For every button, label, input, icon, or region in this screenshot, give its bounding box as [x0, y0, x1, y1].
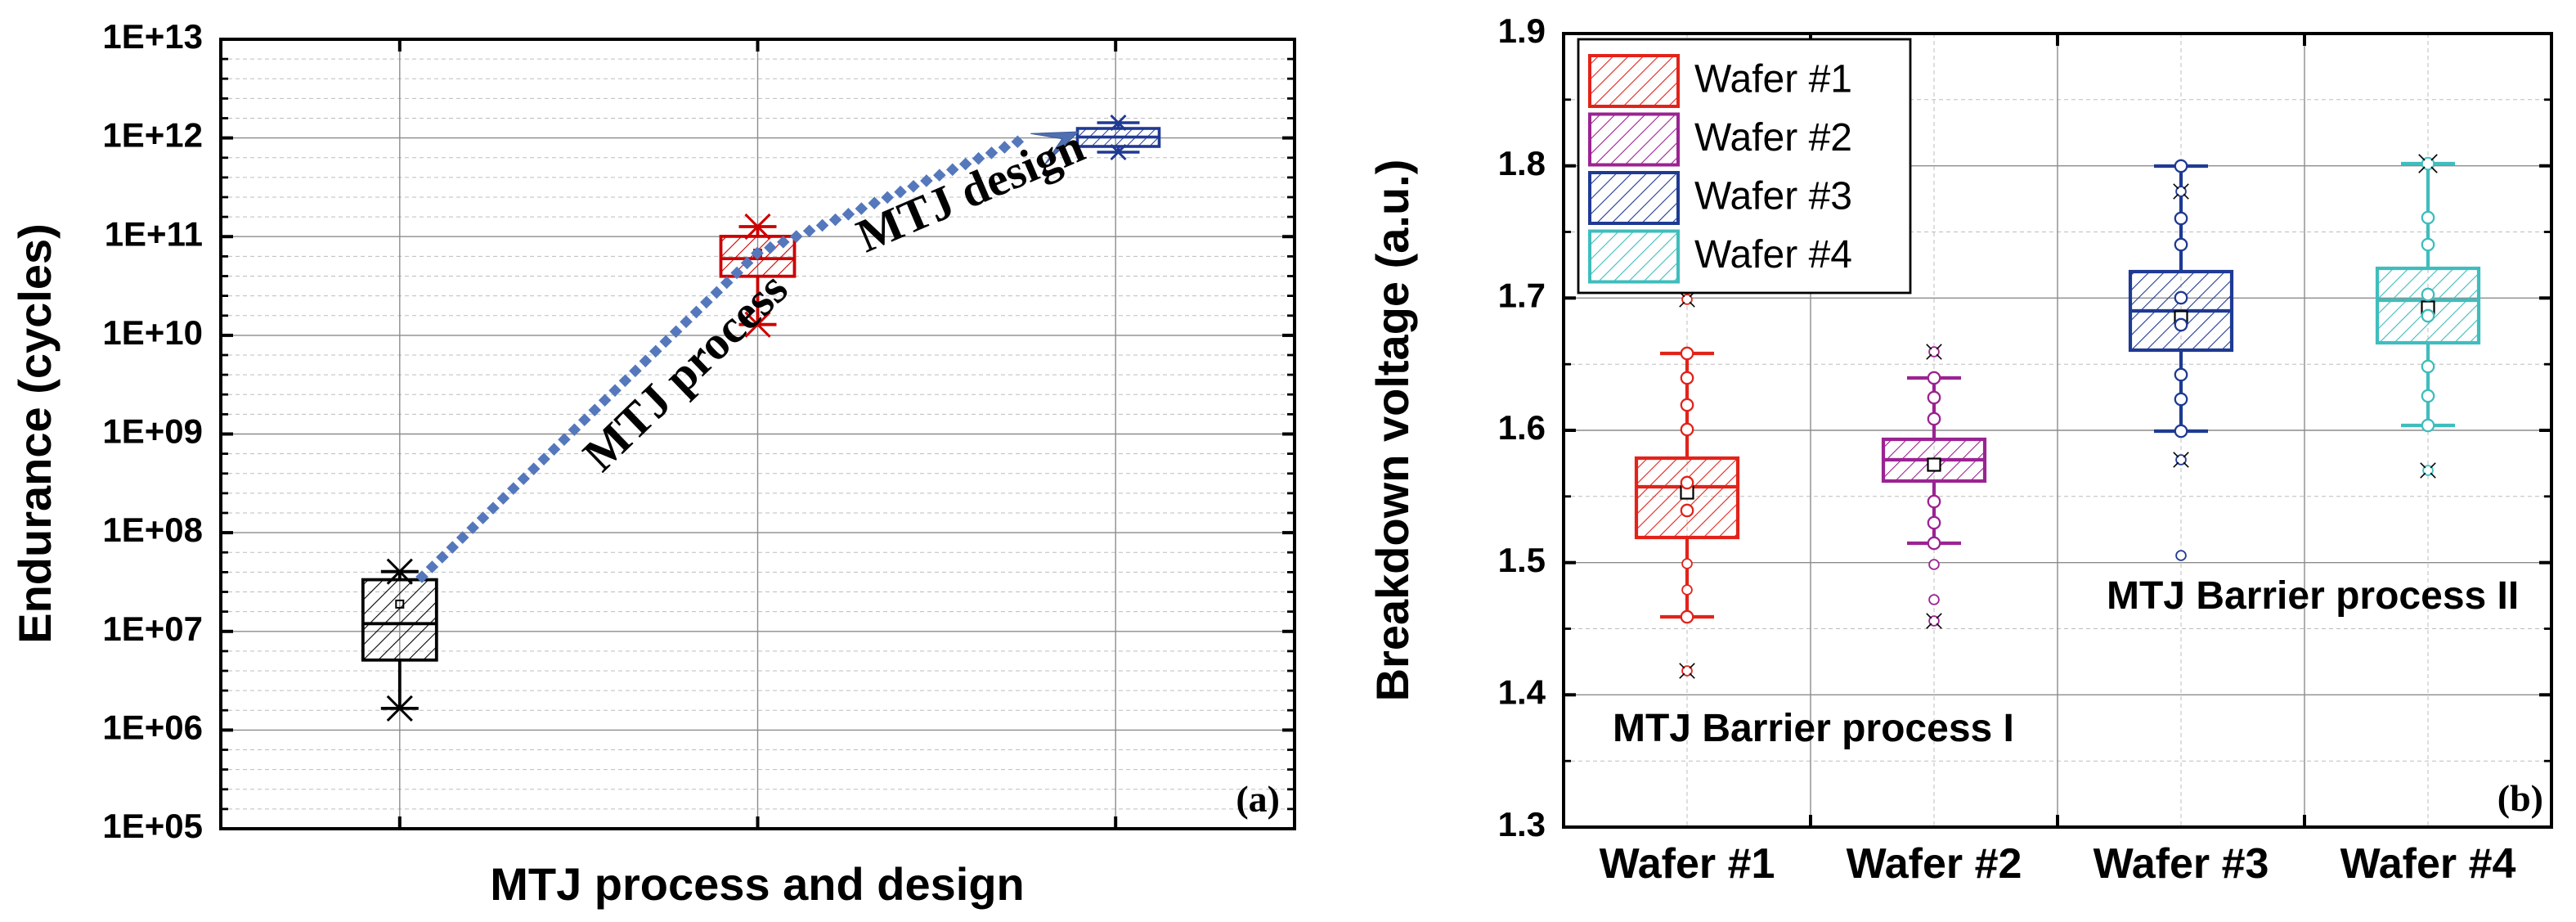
svg-text:1E+09: 1E+09	[102, 412, 203, 451]
svg-text:1.9: 1.9	[1498, 11, 1546, 50]
svg-text:MTJ Barrier process II: MTJ Barrier process II	[2107, 574, 2519, 618]
svg-text:1E+10: 1E+10	[102, 313, 203, 352]
svg-text:MTJ Barrier process I: MTJ Barrier process I	[1613, 707, 2014, 750]
svg-text:1E+05: 1E+05	[102, 807, 203, 845]
svg-text:1E+07: 1E+07	[102, 609, 203, 648]
svg-text:1.3: 1.3	[1498, 805, 1546, 843]
svg-text:1.7: 1.7	[1498, 276, 1546, 314]
svg-text:MTJ process and design: MTJ process and design	[490, 858, 1025, 910]
svg-text:1E+11: 1E+11	[105, 214, 203, 253]
svg-text:Wafer #3: Wafer #3	[1694, 175, 1852, 218]
svg-text:Wafer #4: Wafer #4	[2340, 840, 2516, 888]
svg-text:1.8: 1.8	[1498, 144, 1546, 182]
svg-text:Wafer #4: Wafer #4	[1694, 233, 1852, 277]
svg-text:Wafer #2: Wafer #2	[1847, 840, 2022, 888]
svg-text:(a): (a)	[1236, 778, 1280, 820]
svg-text:1.6: 1.6	[1498, 408, 1546, 447]
svg-text:Wafer #3: Wafer #3	[2094, 840, 2269, 888]
svg-text:Endurance (cycles): Endurance (cycles)	[9, 223, 61, 644]
svg-text:1E+06: 1E+06	[102, 708, 203, 746]
svg-text:1.4: 1.4	[1498, 672, 1546, 711]
svg-text:Wafer #1: Wafer #1	[1694, 58, 1852, 101]
svg-text:Breakdown voltage (a.u.): Breakdown voltage (a.u.)	[1367, 160, 1418, 702]
svg-text:1E+12: 1E+12	[102, 116, 203, 155]
svg-text:MTJ design: MTJ design	[849, 119, 1092, 263]
svg-text:MTJ process: MTJ process	[572, 262, 797, 482]
svg-text:Wafer #1: Wafer #1	[1600, 840, 1775, 888]
svg-text:1E+08: 1E+08	[102, 510, 203, 549]
svg-text:(b): (b)	[2497, 777, 2543, 819]
svg-text:Wafer #2: Wafer #2	[1694, 116, 1852, 160]
svg-text:1.5: 1.5	[1498, 541, 1546, 579]
svg-text:1E+13: 1E+13	[102, 17, 203, 56]
